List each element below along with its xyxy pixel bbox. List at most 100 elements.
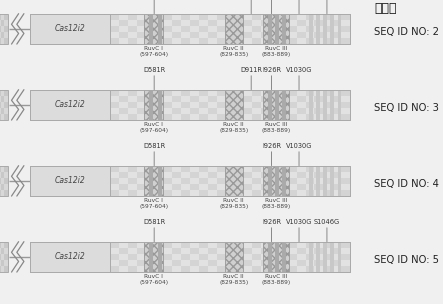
Bar: [63, 108, 70, 114]
Text: RuvC III
(883-889): RuvC III (883-889): [261, 46, 291, 57]
Bar: [101, 266, 110, 272]
Bar: [103, 20, 110, 26]
Bar: [30, 20, 39, 26]
Text: I926: I926: [264, 0, 279, 14]
Bar: [163, 242, 172, 248]
Bar: [92, 102, 101, 108]
Bar: [270, 254, 279, 260]
Bar: [225, 242, 243, 272]
Bar: [83, 20, 90, 26]
Bar: [261, 102, 270, 108]
Bar: [279, 248, 288, 254]
Bar: [199, 248, 208, 254]
Bar: [181, 184, 190, 190]
Bar: [39, 96, 48, 102]
Bar: [70, 242, 77, 248]
Bar: [77, 14, 83, 20]
Bar: [128, 172, 137, 178]
Text: V1030G: V1030G: [286, 143, 312, 166]
Bar: [119, 178, 128, 184]
Bar: [315, 190, 323, 196]
Bar: [208, 38, 217, 44]
Bar: [137, 260, 146, 266]
Bar: [119, 166, 128, 172]
Bar: [77, 26, 83, 32]
Bar: [57, 26, 66, 32]
Bar: [110, 96, 119, 102]
Bar: [30, 172, 37, 178]
Bar: [146, 108, 155, 114]
Bar: [30, 166, 350, 196]
Bar: [306, 114, 315, 120]
Bar: [332, 108, 341, 114]
Bar: [37, 102, 43, 108]
Bar: [101, 248, 110, 254]
Bar: [30, 166, 39, 172]
Bar: [137, 90, 146, 96]
Bar: [225, 190, 234, 196]
Bar: [63, 248, 70, 254]
Bar: [70, 114, 77, 120]
Bar: [0, 38, 1, 44]
Bar: [297, 248, 306, 254]
Bar: [30, 20, 37, 26]
Bar: [158, 90, 162, 120]
Bar: [243, 96, 252, 102]
Text: RuvC I
(597-604): RuvC I (597-604): [139, 46, 168, 57]
Bar: [43, 190, 50, 196]
Bar: [50, 172, 57, 178]
Bar: [163, 20, 172, 26]
Text: RuvC II
(829-835): RuvC II (829-835): [219, 198, 249, 209]
Bar: [252, 26, 261, 32]
Bar: [225, 90, 243, 120]
Bar: [146, 248, 155, 254]
Bar: [0, 108, 1, 114]
Bar: [199, 14, 208, 20]
Bar: [225, 166, 243, 196]
Bar: [74, 20, 83, 26]
Bar: [155, 178, 163, 184]
Bar: [282, 242, 286, 272]
Bar: [190, 20, 199, 26]
Bar: [199, 242, 208, 248]
Bar: [261, 178, 270, 184]
Bar: [48, 248, 57, 254]
Bar: [97, 90, 103, 96]
Bar: [234, 14, 243, 20]
Bar: [332, 38, 341, 44]
Bar: [57, 14, 63, 20]
Bar: [306, 254, 315, 260]
Bar: [0, 166, 1, 172]
Bar: [90, 114, 97, 120]
Bar: [0, 190, 1, 196]
Bar: [208, 166, 217, 172]
Bar: [1, 190, 4, 196]
Bar: [243, 108, 252, 114]
Bar: [225, 184, 234, 190]
Bar: [0, 166, 8, 196]
Bar: [70, 190, 77, 196]
Bar: [208, 96, 217, 102]
Bar: [30, 190, 39, 196]
Bar: [330, 90, 334, 120]
Bar: [92, 96, 101, 102]
Bar: [128, 20, 137, 26]
Bar: [217, 172, 225, 178]
Bar: [48, 178, 57, 184]
Bar: [155, 114, 163, 120]
Bar: [39, 248, 48, 254]
Bar: [57, 32, 63, 38]
Bar: [261, 260, 270, 266]
Bar: [57, 190, 63, 196]
Bar: [4, 20, 8, 26]
Bar: [0, 178, 1, 184]
Bar: [101, 14, 110, 20]
Bar: [37, 114, 43, 120]
Bar: [83, 14, 90, 20]
Bar: [90, 254, 97, 260]
Bar: [4, 266, 8, 272]
Bar: [66, 184, 74, 190]
Bar: [103, 254, 110, 260]
Bar: [77, 32, 83, 38]
Bar: [57, 248, 63, 254]
